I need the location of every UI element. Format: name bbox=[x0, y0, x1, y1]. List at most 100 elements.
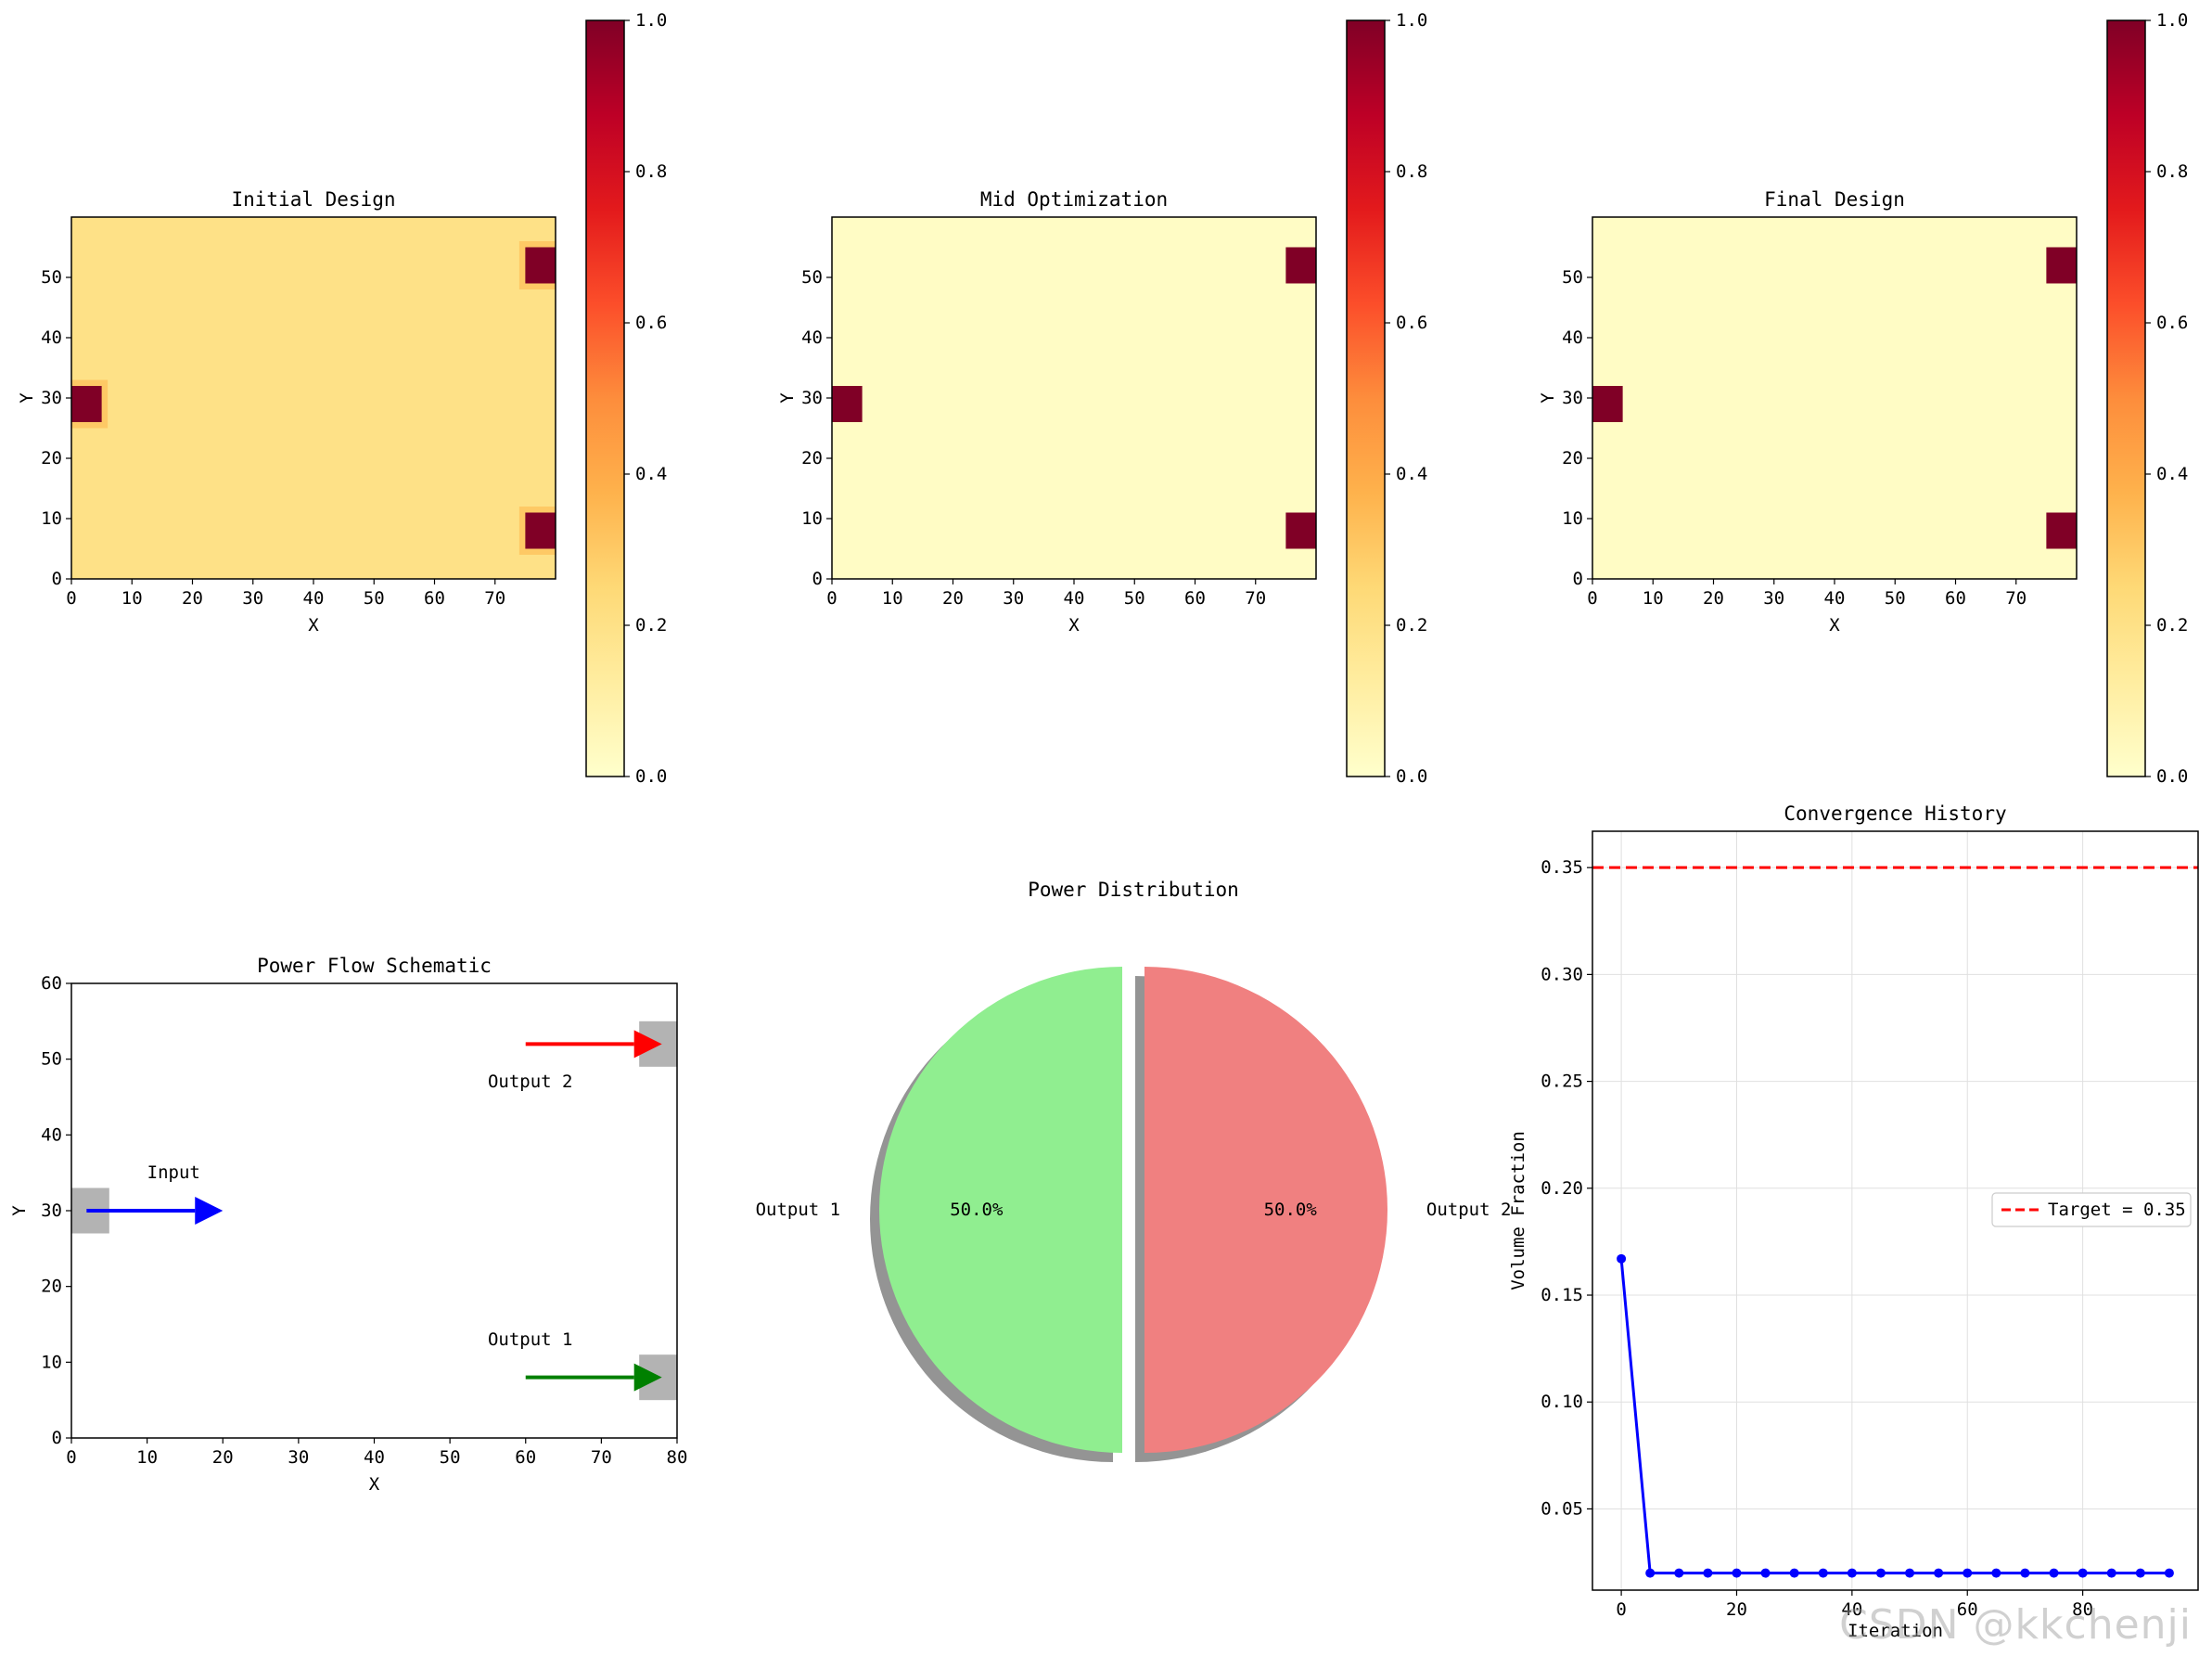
heatmap-1-xtick-label: 30 bbox=[242, 588, 263, 609]
convergence-xtick-label: 40 bbox=[1841, 1599, 1862, 1620]
pie-label: Output 2 bbox=[1426, 1200, 1512, 1220]
heatmap-3-block bbox=[2046, 512, 2077, 549]
heatmap-1-ytick-label: 30 bbox=[41, 388, 62, 408]
heatmap-3-xtick-label: 70 bbox=[2005, 588, 2027, 609]
heatmap-2-xtick-label: 0 bbox=[826, 588, 837, 609]
heatmap-2-xtick-label: 40 bbox=[1064, 588, 1085, 609]
heatmap-3-block bbox=[1592, 386, 1623, 422]
heatmap-1-colorbar-tick-label: 0.2 bbox=[635, 615, 667, 635]
heatmap-1-xtick-label: 70 bbox=[484, 588, 505, 609]
heatmap-1-ytick-label: 50 bbox=[41, 267, 62, 288]
schematic-arrow-head bbox=[195, 1197, 224, 1225]
schematic-xlabel: X bbox=[369, 1474, 380, 1495]
convergence-legend bbox=[1991, 1192, 2192, 1227]
heatmap-2-block bbox=[1285, 247, 1316, 284]
heatmap-2-xtick-label: 50 bbox=[1124, 588, 1145, 609]
heatmap-3-ylabel: Y bbox=[1538, 392, 1558, 404]
convergence-legend-label: Target = 0.35 bbox=[2048, 1200, 2186, 1220]
schematic-ytick-label: 40 bbox=[41, 1124, 62, 1145]
heatmap-2-ylabel: Y bbox=[777, 392, 798, 404]
convergence-ytick-label: 0.15 bbox=[1541, 1285, 1583, 1305]
heatmap-3-xtick-label: 50 bbox=[1885, 588, 1906, 609]
convergence-point bbox=[1760, 1568, 1771, 1578]
convergence-point bbox=[1991, 1568, 2001, 1578]
heatmap-3-colorbar-tick-label: 0.6 bbox=[2156, 313, 2188, 333]
pie-label: Output 1 bbox=[756, 1200, 841, 1220]
convergence-point bbox=[2164, 1568, 2174, 1578]
schematic-ytick-label: 0 bbox=[52, 1428, 62, 1448]
heatmap-1-colorbar-tick-label: 0.8 bbox=[635, 161, 667, 182]
schematic-ytick-label: 50 bbox=[41, 1049, 62, 1070]
heatmap-2-colorbar-tick-label: 0.8 bbox=[1396, 161, 1427, 182]
heatmap-3-colorbar-tick-label: 0.8 bbox=[2156, 161, 2188, 182]
heatmap-1-background bbox=[71, 217, 556, 579]
heatmap-3-ytick-label: 20 bbox=[1562, 448, 1583, 469]
schematic-xtick-label: 40 bbox=[364, 1447, 385, 1468]
schematic-ytick-label: 20 bbox=[41, 1277, 62, 1297]
schematic-arrow-head bbox=[633, 1030, 662, 1059]
pie-pct-label: 50.0% bbox=[1264, 1200, 1318, 1220]
convergence-ytick-label: 0.10 bbox=[1541, 1392, 1583, 1412]
heatmap-2-xtick-label: 60 bbox=[1184, 588, 1206, 609]
heatmap-2-block bbox=[832, 386, 863, 422]
heatmap-3-colorbar-tick-label: 0.0 bbox=[2156, 766, 2188, 787]
convergence-point bbox=[1789, 1568, 1799, 1578]
heatmap-2-ytick-label: 0 bbox=[812, 569, 823, 589]
heatmap-1-ytick-label: 40 bbox=[41, 327, 62, 348]
convergence-point bbox=[1617, 1253, 1627, 1264]
convergence-title: Convergence History bbox=[1784, 802, 2006, 825]
heatmap-1-xtick-label: 40 bbox=[303, 588, 325, 609]
schematic-xtick-label: 20 bbox=[212, 1447, 234, 1468]
heatmap-2-xtick-label: 10 bbox=[882, 588, 903, 609]
convergence-point bbox=[2135, 1568, 2145, 1578]
schematic-xtick-label: 30 bbox=[288, 1447, 309, 1468]
heatmap-2-xtick-label: 70 bbox=[1245, 588, 1266, 609]
pie-slice-1 bbox=[879, 967, 1122, 1453]
heatmap-2-xlabel: X bbox=[1068, 615, 1080, 635]
schematic-xtick-label: 10 bbox=[136, 1447, 158, 1468]
schematic-arrow-label: Output 1 bbox=[488, 1329, 573, 1350]
convergence-point bbox=[1732, 1568, 1742, 1578]
watermark: CSDN @kkchenji bbox=[1839, 1601, 2192, 1649]
heatmap-3-xtick-label: 10 bbox=[1643, 588, 1664, 609]
heatmap-3-xtick-label: 60 bbox=[1945, 588, 1966, 609]
heatmap-2-xtick-label: 30 bbox=[1003, 588, 1024, 609]
convergence-ytick-label: 0.30 bbox=[1541, 964, 1583, 984]
heatmap-1-colorbar-tick-label: 0.4 bbox=[635, 464, 667, 484]
heatmap-3-xlabel: X bbox=[1829, 615, 1840, 635]
heatmap-2-ytick-label: 10 bbox=[801, 508, 823, 529]
convergence-ytick-label: 0.20 bbox=[1541, 1178, 1583, 1199]
heatmap-3-title: Final Design bbox=[1764, 188, 1905, 211]
heatmap-2-title: Mid Optimization bbox=[980, 188, 1168, 211]
convergence-ytick-label: 0.35 bbox=[1541, 857, 1583, 878]
heatmap-3-xtick-label: 0 bbox=[1587, 588, 1597, 609]
schematic-arrow-label: Input bbox=[147, 1162, 200, 1183]
heatmap-1-colorbar bbox=[585, 19, 625, 777]
heatmap-2-colorbar-tick-label: 0.0 bbox=[1396, 766, 1427, 787]
heatmap-1-ytick-label: 10 bbox=[41, 508, 62, 529]
heatmap-3-colorbar-tick-label: 1.0 bbox=[2156, 10, 2188, 31]
pie-slice-2 bbox=[1144, 967, 1387, 1453]
convergence-xlabel: Iteration bbox=[1848, 1621, 1943, 1641]
convergence-ytick-label: 0.25 bbox=[1541, 1072, 1583, 1092]
heatmap-2-ytick-label: 50 bbox=[801, 267, 823, 288]
heatmap-3-colorbar bbox=[2106, 19, 2146, 777]
heatmap-3-colorbar-tick-label: 0.4 bbox=[2156, 464, 2188, 484]
convergence-xtick-label: 20 bbox=[1726, 1599, 1747, 1620]
heatmap-3-ytick-label: 0 bbox=[1573, 569, 1583, 589]
heatmap-1-xtick-label: 10 bbox=[121, 588, 143, 609]
heatmap-2-colorbar-tick-label: 0.2 bbox=[1396, 615, 1427, 635]
schematic-arrow-label: Output 2 bbox=[488, 1072, 573, 1092]
schematic-ylabel: Y bbox=[9, 1205, 30, 1216]
heatmap-2-ytick-label: 20 bbox=[801, 448, 823, 469]
convergence-frame bbox=[1592, 830, 2199, 1591]
heatmap-1-xtick-label: 60 bbox=[424, 588, 445, 609]
convergence-point bbox=[1963, 1568, 1973, 1578]
convergence-point bbox=[2049, 1568, 2059, 1578]
convergence-point bbox=[2078, 1568, 2088, 1578]
heatmap-2-block bbox=[1285, 512, 1316, 549]
convergence-point bbox=[1847, 1568, 1857, 1578]
schematic-xtick-label: 50 bbox=[440, 1447, 461, 1468]
convergence-point bbox=[1934, 1568, 1944, 1578]
